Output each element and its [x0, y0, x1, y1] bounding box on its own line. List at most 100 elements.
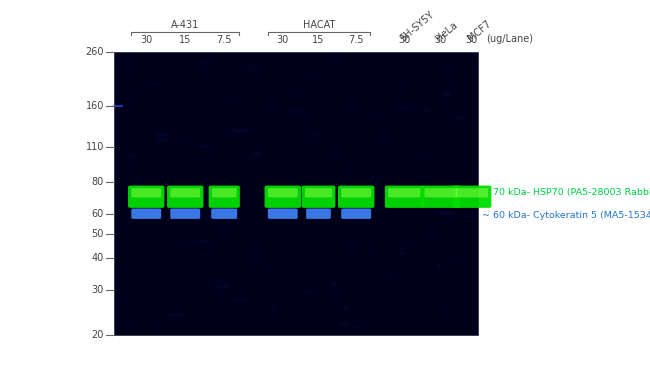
FancyBboxPatch shape: [167, 186, 203, 208]
Ellipse shape: [232, 298, 248, 302]
Ellipse shape: [161, 193, 165, 197]
Ellipse shape: [307, 140, 318, 142]
FancyBboxPatch shape: [341, 208, 371, 219]
FancyBboxPatch shape: [341, 188, 371, 198]
Ellipse shape: [304, 292, 318, 293]
FancyBboxPatch shape: [128, 186, 164, 208]
FancyBboxPatch shape: [131, 208, 161, 219]
Text: 110: 110: [86, 142, 104, 152]
Ellipse shape: [272, 307, 276, 312]
FancyBboxPatch shape: [306, 208, 331, 219]
Text: 30: 30: [398, 35, 410, 45]
FancyBboxPatch shape: [131, 188, 161, 198]
Ellipse shape: [438, 211, 454, 215]
FancyBboxPatch shape: [456, 188, 488, 198]
FancyBboxPatch shape: [209, 186, 240, 208]
Ellipse shape: [419, 159, 427, 160]
Ellipse shape: [250, 255, 264, 257]
Ellipse shape: [402, 246, 406, 249]
Ellipse shape: [335, 155, 339, 157]
Text: ~ 60 kDa- Cytokeratin 5 (MA5-15347 Mouse / IgG1)-800nm: ~ 60 kDa- Cytokeratin 5 (MA5-15347 Mouse…: [482, 211, 650, 220]
Ellipse shape: [459, 187, 467, 191]
Ellipse shape: [229, 128, 240, 132]
Text: ~ 70 kDa- HSP70 (PA5-28003 Rabbit / IgG)-800nm: ~ 70 kDa- HSP70 (PA5-28003 Rabbit / IgG)…: [482, 189, 650, 198]
Ellipse shape: [397, 106, 411, 110]
FancyBboxPatch shape: [385, 186, 424, 208]
FancyBboxPatch shape: [212, 188, 237, 198]
Ellipse shape: [362, 218, 367, 219]
Text: (ug/Lane): (ug/Lane): [486, 34, 533, 44]
Ellipse shape: [127, 202, 138, 204]
Ellipse shape: [227, 187, 240, 189]
Ellipse shape: [374, 138, 387, 140]
FancyBboxPatch shape: [170, 208, 200, 219]
Ellipse shape: [423, 108, 429, 112]
Text: 160: 160: [86, 100, 104, 110]
Ellipse shape: [343, 306, 348, 310]
Ellipse shape: [332, 292, 339, 294]
Ellipse shape: [349, 173, 354, 176]
FancyBboxPatch shape: [268, 188, 298, 198]
Ellipse shape: [400, 251, 405, 255]
Ellipse shape: [437, 264, 441, 266]
Text: 15: 15: [179, 35, 192, 45]
Ellipse shape: [290, 199, 296, 202]
Ellipse shape: [443, 93, 451, 97]
Ellipse shape: [168, 314, 182, 317]
Ellipse shape: [252, 153, 261, 155]
Text: A-431: A-431: [171, 20, 200, 30]
Ellipse shape: [199, 145, 212, 147]
Text: 260: 260: [86, 47, 104, 57]
FancyBboxPatch shape: [302, 186, 335, 208]
Text: 30: 30: [466, 35, 478, 45]
Ellipse shape: [155, 133, 169, 136]
Ellipse shape: [411, 242, 416, 243]
Ellipse shape: [202, 61, 210, 65]
Text: MCF7: MCF7: [465, 19, 493, 44]
Ellipse shape: [346, 105, 357, 108]
Text: 30: 30: [435, 35, 447, 45]
FancyBboxPatch shape: [338, 186, 374, 208]
Ellipse shape: [179, 246, 190, 248]
FancyBboxPatch shape: [452, 186, 491, 208]
Ellipse shape: [341, 322, 351, 326]
Ellipse shape: [291, 110, 302, 113]
FancyBboxPatch shape: [388, 188, 421, 198]
Text: 30: 30: [140, 35, 152, 45]
Text: 20: 20: [92, 330, 104, 340]
Ellipse shape: [353, 326, 363, 327]
Ellipse shape: [464, 216, 472, 219]
FancyBboxPatch shape: [305, 188, 332, 198]
Text: 60: 60: [92, 209, 104, 219]
Ellipse shape: [214, 285, 229, 289]
Bar: [114, 52, 478, 335]
Ellipse shape: [307, 133, 319, 135]
FancyBboxPatch shape: [421, 186, 460, 208]
FancyBboxPatch shape: [268, 208, 298, 219]
Text: 15: 15: [312, 35, 325, 45]
Text: HeLa: HeLa: [434, 20, 460, 44]
Ellipse shape: [231, 97, 234, 100]
Ellipse shape: [333, 57, 339, 60]
Text: 50: 50: [92, 229, 104, 239]
Ellipse shape: [441, 306, 447, 307]
Text: HACAT: HACAT: [303, 20, 335, 30]
Ellipse shape: [374, 177, 385, 180]
Text: 40: 40: [92, 253, 104, 263]
Ellipse shape: [453, 261, 463, 263]
Ellipse shape: [146, 83, 161, 86]
Ellipse shape: [428, 237, 437, 239]
Text: 80: 80: [92, 177, 104, 187]
Ellipse shape: [127, 154, 135, 157]
FancyBboxPatch shape: [211, 208, 237, 219]
Text: SH-SY5Y: SH-SY5Y: [398, 10, 436, 44]
Text: 7.5: 7.5: [216, 35, 232, 45]
Ellipse shape: [235, 129, 250, 133]
Ellipse shape: [265, 269, 269, 271]
FancyBboxPatch shape: [170, 188, 200, 198]
Ellipse shape: [128, 163, 138, 164]
Ellipse shape: [400, 84, 408, 85]
Ellipse shape: [332, 282, 335, 286]
Ellipse shape: [389, 275, 393, 278]
FancyBboxPatch shape: [424, 188, 457, 198]
